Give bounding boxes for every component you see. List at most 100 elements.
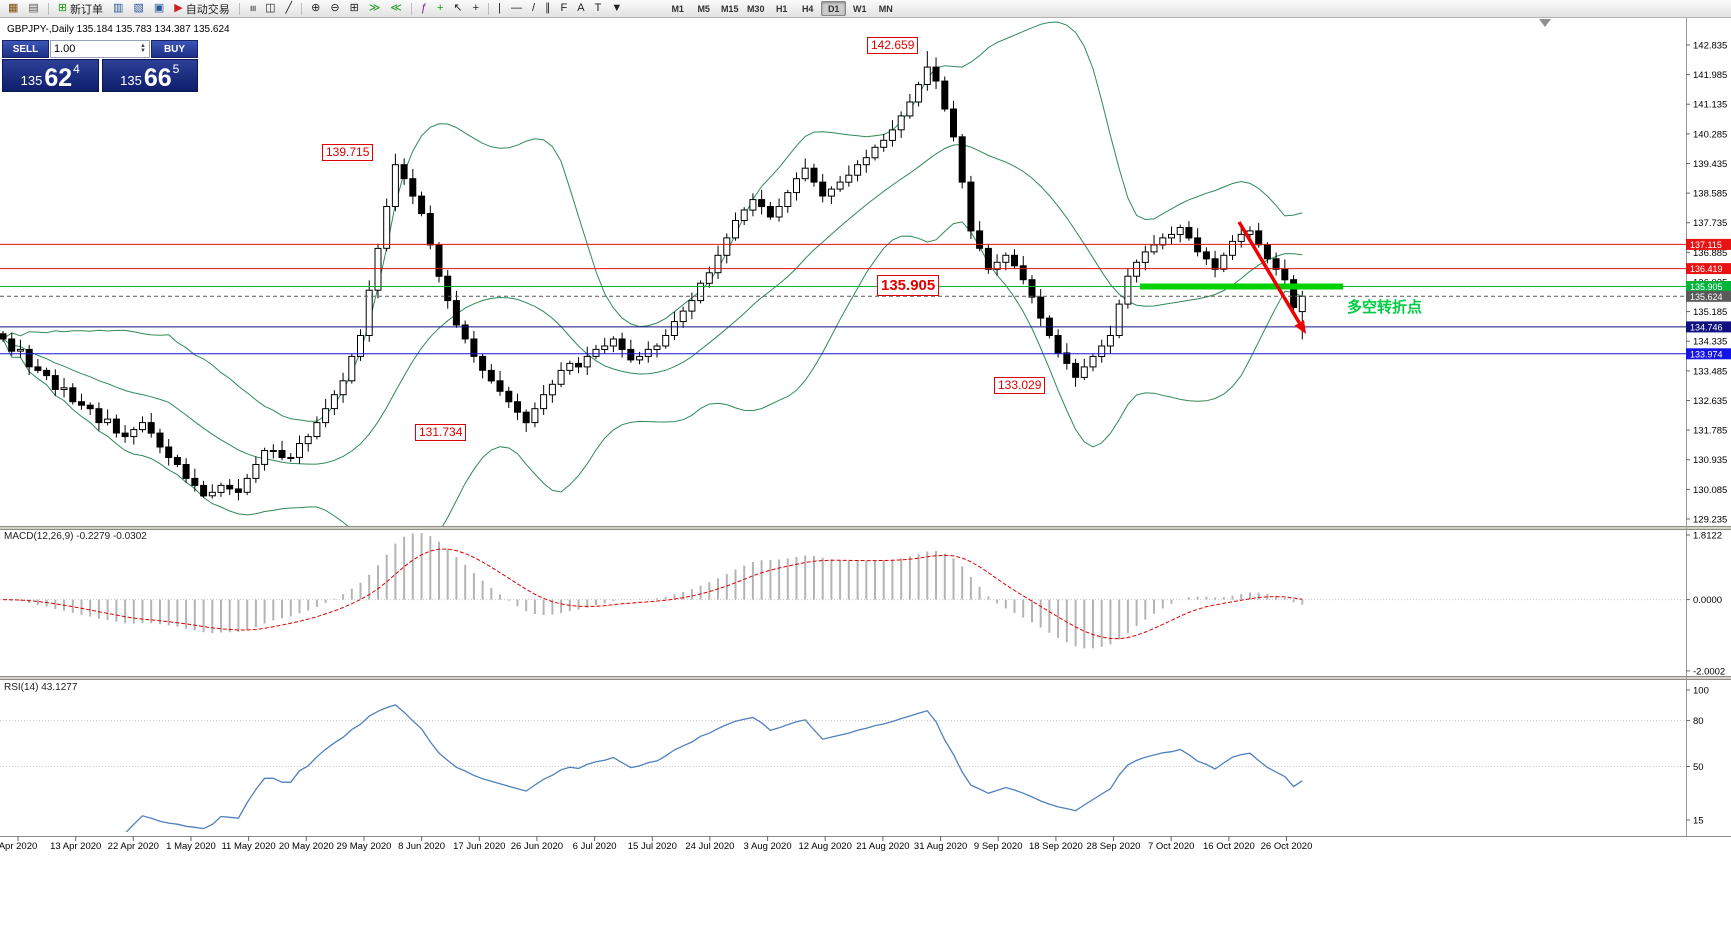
- channel-icon[interactable]: ∥: [541, 1, 555, 17]
- vertical-line-icon: |: [498, 2, 501, 14]
- auto-scroll-icon[interactable]: ≫: [365, 1, 385, 17]
- timeframe-w1[interactable]: W1: [847, 1, 872, 16]
- timeframe-d1[interactable]: D1: [821, 1, 847, 16]
- svg-text:135.624: 135.624: [1690, 292, 1723, 302]
- zoom-in-icon[interactable]: ⊕: [307, 1, 324, 17]
- new-order-button-label: 新订单: [70, 3, 104, 16]
- svg-text:50: 50: [1693, 762, 1704, 773]
- autotrading-icon: ▶: [174, 2, 183, 14]
- trendline-icon: /: [531, 2, 535, 14]
- timeframe-h4[interactable]: H4: [795, 1, 820, 16]
- september-low-price-label[interactable]: 133.029: [994, 377, 1046, 394]
- zoom-out-icon: ⊖: [330, 2, 340, 14]
- tile-windows-icon: ⊞: [349, 2, 359, 14]
- text-icon: A: [577, 2, 585, 14]
- key-level-price-label[interactable]: 135.905: [877, 275, 940, 296]
- timeframe-m1[interactable]: M1: [665, 1, 690, 16]
- text-label-icon: T: [594, 2, 602, 14]
- chart-profiles-icon[interactable]: ▤: [24, 1, 42, 17]
- candlestick-chart-icon[interactable]: ◫: [261, 1, 279, 17]
- axes: 142.835 141.985 141.135 140.285 139.435 138.5…: [0, 17, 1731, 852]
- price-axis: 142.835 141.985 141.135 140.285 139.435 138.5…: [1686, 41, 1727, 827]
- svg-text:138.585: 138.585: [1693, 189, 1727, 200]
- market-watch-icon[interactable]: ▥: [109, 1, 127, 17]
- svg-text:130.085: 130.085: [1693, 485, 1727, 496]
- one-click-top-row: SELL 1.00 ▲ ▼ BUY: [2, 40, 198, 58]
- symbol-info-line: GBPJPY-,Daily 135.184 135.783 134.387 13…: [7, 24, 230, 35]
- vertical-line-icon[interactable]: |: [494, 1, 505, 17]
- timeframe-mn[interactable]: MN: [873, 1, 898, 16]
- cursor-icon[interactable]: ↖: [449, 1, 466, 17]
- buy-price-pips: 66: [143, 63, 172, 92]
- time-axis: Apr 2020 13 Apr 2020 22 Apr 2020 1 May 2020…: [0, 836, 1312, 852]
- terminal-icon: ▣: [153, 2, 165, 14]
- svg-text:11 May 2020: 11 May 2020: [221, 841, 275, 852]
- peak-price-label[interactable]: 142.659: [867, 37, 919, 54]
- buy-price[interactable]: 135 66 5: [101, 59, 198, 92]
- new-order-button[interactable]: ⊞ 新订单: [54, 1, 107, 17]
- timeframe-m30[interactable]: M30: [743, 1, 768, 16]
- horizontal-line-icon[interactable]: —: [507, 1, 526, 17]
- svg-text:100: 100: [1693, 686, 1709, 697]
- june-peak-price-label[interactable]: 139.715: [322, 144, 374, 161]
- fibonacci-icon[interactable]: F: [557, 1, 572, 17]
- autotrading-button[interactable]: ▶ 自动交易: [170, 1, 233, 17]
- volume-input[interactable]: 1.00 ▲ ▼: [50, 40, 150, 58]
- navigator-icon: ▧: [133, 2, 144, 14]
- svg-text:1 May 2020: 1 May 2020: [166, 841, 216, 852]
- new-chart-icon: ▦: [8, 2, 19, 14]
- svg-text:133.974: 133.974: [1690, 349, 1723, 359]
- text-label-icon[interactable]: T: [591, 1, 606, 17]
- volume-spinner[interactable]: ▲ ▼: [140, 43, 146, 54]
- toolbar-separator: [410, 2, 412, 15]
- timeframe-m15[interactable]: M15: [717, 1, 742, 16]
- svg-text:137.735: 137.735: [1693, 218, 1727, 229]
- indicators-icon: ƒ: [420, 2, 427, 14]
- cursor-icon: ↖: [453, 2, 463, 14]
- zoom-in-icon: ⊕: [311, 2, 321, 14]
- line-chart-icon[interactable]: ╱: [282, 1, 297, 17]
- bar-chart-icon: ≡: [246, 5, 259, 12]
- svg-text:9 Sep 2020: 9 Sep 2020: [974, 841, 1023, 852]
- bar-chart-icon[interactable]: ≡: [245, 1, 259, 17]
- text-icon[interactable]: A: [573, 1, 588, 17]
- svg-text:6 Jul 2020: 6 Jul 2020: [573, 841, 617, 852]
- shapes-icon[interactable]: ▼: [607, 1, 626, 17]
- svg-text:18 Sep 2020: 18 Sep 2020: [1029, 841, 1083, 852]
- crosshair-icon[interactable]: +: [469, 1, 483, 17]
- svg-text:141.985: 141.985: [1693, 70, 1727, 81]
- trendline-icon[interactable]: /: [528, 1, 539, 17]
- line-chart-icon: ╱: [285, 2, 293, 14]
- chart-shift-icon[interactable]: ≪: [386, 1, 406, 17]
- turning-point-note[interactable]: 多空转折点: [1347, 299, 1423, 316]
- svg-text:3 Aug 2020: 3 Aug 2020: [744, 841, 792, 852]
- buy-price-point: 5: [172, 62, 180, 76]
- svg-text:24 Jul 2020: 24 Jul 2020: [685, 841, 734, 852]
- bollinger-bands: [2, 21, 1303, 526]
- volume-value: 1.00: [54, 43, 76, 55]
- timeframe-m5[interactable]: M5: [691, 1, 716, 16]
- svg-text:1.8122: 1.8122: [1693, 531, 1722, 542]
- terminal-icon[interactable]: ▣: [150, 1, 168, 17]
- spinner-up-icon[interactable]: ▲: [140, 43, 146, 49]
- chart-shift-marker: [1539, 19, 1551, 27]
- horizontal-line-icon: —: [510, 2, 522, 14]
- sell-button[interactable]: SELL: [2, 40, 49, 58]
- buy-button[interactable]: BUY: [151, 40, 198, 58]
- new-chart-icon[interactable]: ▦: [4, 1, 22, 17]
- svg-text:8 Jun 2020: 8 Jun 2020: [398, 841, 445, 852]
- indicators-icon[interactable]: ƒ: [417, 1, 431, 17]
- fibonacci-icon: F: [560, 2, 568, 14]
- zoom-out-icon[interactable]: ⊖: [326, 1, 343, 17]
- svg-text:142.835: 142.835: [1693, 41, 1727, 52]
- june-low-price-label[interactable]: 131.734: [415, 424, 467, 441]
- tile-windows-icon[interactable]: ⊞: [346, 1, 363, 17]
- add-indicator-icon[interactable]: +: [433, 1, 447, 17]
- navigator-icon[interactable]: ▧: [129, 1, 147, 17]
- sell-price[interactable]: 135 62 4: [2, 59, 99, 92]
- chart-shift-icon: ≪: [390, 2, 402, 14]
- timeframe-h1[interactable]: H1: [769, 1, 794, 16]
- svg-text:139.435: 139.435: [1693, 159, 1727, 170]
- spinner-down-icon[interactable]: ▼: [140, 48, 146, 54]
